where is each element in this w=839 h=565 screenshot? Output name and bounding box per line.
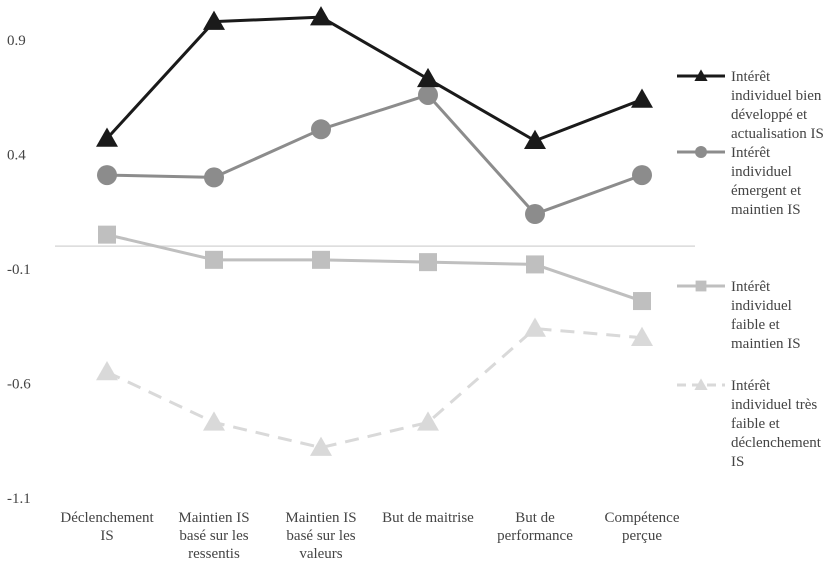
x-category-label-line: Maintien IS [285, 510, 356, 526]
data-point [312, 251, 330, 269]
legend-swatch-marker [695, 146, 707, 158]
data-point [417, 68, 439, 87]
legend-item-2: Intérêt individuel faible et maintien IS [677, 279, 801, 352]
legend-label: Intérêt individuel bien développé et actual… [731, 69, 824, 142]
y-tick-label: 0.9 [7, 33, 26, 49]
legend-swatch-marker [696, 281, 707, 292]
x-category-label-line: basé sur les [179, 528, 248, 544]
data-point [203, 411, 225, 430]
legend-item-0: Intérêt individuel bien développé et actual… [677, 69, 824, 142]
legend: Intérêt individuel bien développé et actual… [677, 69, 824, 470]
data-point [310, 6, 332, 25]
x-category-label-line: basé sur les [286, 528, 355, 544]
x-category-label-line: valeurs [299, 546, 342, 562]
x-category-label: But de maitrise [382, 510, 474, 526]
data-point [632, 165, 652, 185]
legend-item-1: Intérêt individuel émergent et maintien IS [677, 145, 802, 218]
x-category-label: Déclenchement IS [60, 510, 154, 544]
legend-label-line: maintien IS [731, 202, 801, 218]
series-line [107, 329, 642, 448]
legend-label-line: faible et [731, 416, 781, 432]
y-axis: 0.9 0.4 -0.1 -0.6 -1.1 [7, 33, 695, 507]
legend-label-line: faible et [731, 317, 781, 333]
series-2 [98, 226, 651, 310]
series-3 [96, 318, 653, 456]
legend-label: Intérêt individuel émergent et maintien IS [731, 145, 802, 218]
data-point [98, 226, 116, 244]
x-category-label-line: But de maitrise [382, 510, 474, 526]
x-axis: Déclenchement IS Maintien IS basé sur les re… [60, 510, 679, 562]
x-category-label-line: Déclenchement [60, 510, 154, 526]
data-point [419, 253, 437, 271]
legend-label-line: individuel bien [731, 88, 822, 104]
y-tick-label: -1.1 [7, 491, 31, 507]
legend-label: Intérêt individuel très faible et déclenche… [731, 378, 822, 470]
legend-label-line: Intérêt [731, 279, 771, 295]
legend-item-3: Intérêt individuel très faible et déclenche… [677, 378, 822, 470]
data-point [524, 318, 546, 337]
x-category-label-line: ressentis [188, 546, 240, 562]
series-1 [97, 85, 652, 224]
legend-label-line: Intérêt [731, 69, 771, 85]
legend-label-line: individuel [731, 298, 792, 314]
data-point [311, 119, 331, 139]
data-point [204, 167, 224, 187]
x-category-label: Compétence perçue [605, 510, 680, 544]
x-category-label: Maintien IS basé sur les ressentis [178, 510, 249, 562]
x-category-label-line: Compétence [605, 510, 680, 526]
data-point [633, 292, 651, 310]
legend-label-line: déclenchement [731, 435, 822, 451]
x-category-label: Maintien IS basé sur les valeurs [285, 510, 356, 562]
legend-label-line: Intérêt [731, 145, 771, 161]
x-category-label: But de performance [497, 510, 573, 544]
legend-label-line: développé et [731, 107, 808, 123]
y-tick-label: 0.4 [7, 148, 26, 164]
x-category-label-line: But de [515, 510, 555, 526]
legend-label-line: actualisation IS [731, 126, 824, 142]
x-category-label-line: perçue [622, 528, 662, 544]
series-line [107, 95, 642, 214]
data-point [631, 89, 653, 108]
x-category-label-line: Maintien IS [178, 510, 249, 526]
data-point [205, 251, 223, 269]
y-tick-label: -0.1 [7, 262, 31, 278]
plot-area [96, 6, 653, 456]
series-line [107, 235, 642, 301]
data-point [96, 361, 118, 380]
data-point [97, 165, 117, 185]
y-tick-label: -0.6 [7, 377, 31, 393]
x-category-label-line: performance [497, 528, 573, 544]
x-category-label-line: IS [100, 528, 113, 544]
data-point [525, 204, 545, 224]
legend-label-line: émergent et [731, 183, 802, 199]
legend-label-line: IS [731, 454, 744, 470]
data-point [418, 85, 438, 105]
data-point [526, 255, 544, 273]
legend-label-line: individuel [731, 164, 792, 180]
series-line [107, 17, 642, 141]
series-0 [96, 6, 653, 149]
legend-label: Intérêt individuel faible et maintien IS [731, 279, 801, 352]
legend-label-line: maintien IS [731, 336, 801, 352]
legend-label-line: individuel très [731, 397, 817, 413]
legend-label-line: Intérêt [731, 378, 771, 394]
